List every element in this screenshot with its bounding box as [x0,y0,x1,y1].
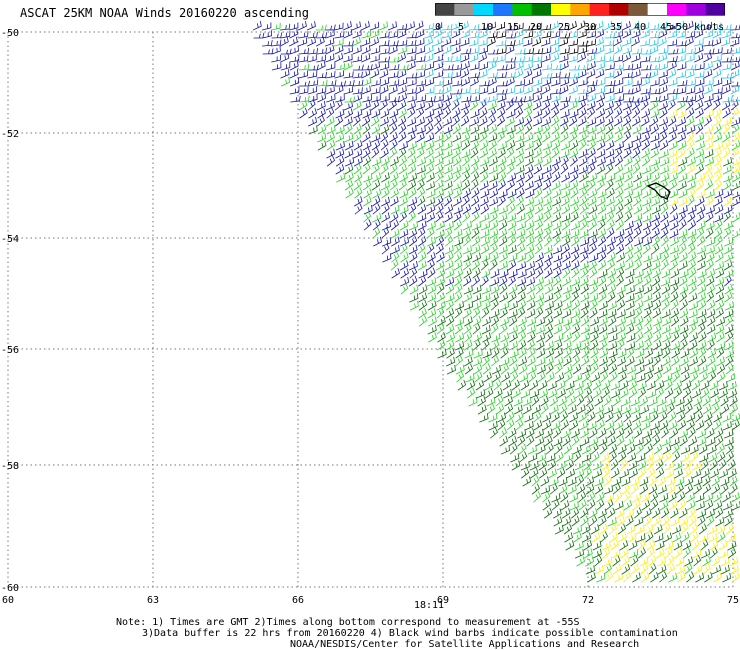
longitude-label: 69 [437,595,449,606]
legend-label: 35 [610,22,622,33]
legend-label: 5 [458,22,464,33]
wind-speed-legend: 0 5 10 15 20 25 30 35 40 45>50 knots [435,3,725,33]
legend-swatch [705,3,725,15]
legend-label: 45 [660,22,672,33]
lat-lon-grid [7,31,734,588]
legend-swatch [531,3,552,15]
legend-swatch [512,3,532,15]
island-coastline [646,182,671,200]
wind-barb-group [487,20,597,55]
legend-swatch [609,3,629,15]
legend-swatch [589,3,610,15]
wind-barb-group [591,107,740,583]
legend-label: 30 [584,22,596,33]
legend-swatch [667,3,687,15]
wind-barb-group [252,20,740,287]
wind-barbs [252,20,740,583]
latitude-label: -56 [1,345,19,356]
latitude-label: -60 [1,583,19,594]
legend-swatch [647,3,668,15]
legend-swatch [454,3,474,15]
legend-swatch [551,3,571,15]
longitude-label: 60 [2,595,14,606]
longitude-label: 63 [147,595,159,606]
legend-label: 40 [634,22,646,33]
legend-swatch [473,3,494,15]
wind-barb-group [423,20,740,103]
wind-barb-group [270,21,740,583]
latitude-label: -50 [1,28,19,39]
legend-label: 20 [530,22,542,33]
latitude-label: -54 [1,234,19,245]
note-line-1: Note: 1) Times are GMT 2)Times along bot… [116,617,580,628]
legend-swatch [628,3,648,15]
legend-swatch [493,3,513,15]
wind-barb-group [308,123,740,583]
longitude-label: 72 [582,595,594,606]
longitude-label: 66 [292,595,304,606]
time-label: 18:11 [414,600,444,611]
chart-title: ASCAT 25KM NOAA Winds 20160220 ascending [20,6,309,20]
note-line-3: NOAA/NESDIS/Center for Satellite Applica… [290,639,640,650]
latitude-label: -52 [1,129,19,140]
legend-swatch [570,3,590,15]
legend-label: 15 [507,22,519,33]
legend-label: >50 knots [670,22,724,33]
legend-swatch [435,3,455,15]
note-line-2: 3)Data buffer is 22 hrs from 20160220 4)… [142,628,678,639]
longitude-label: 75 [727,595,739,606]
legend-swatch [686,3,706,15]
legend-label: 10 [481,22,493,33]
legend-label: 25 [558,22,570,33]
latitude-label: -58 [1,461,19,472]
legend-label: 0 [435,22,441,33]
